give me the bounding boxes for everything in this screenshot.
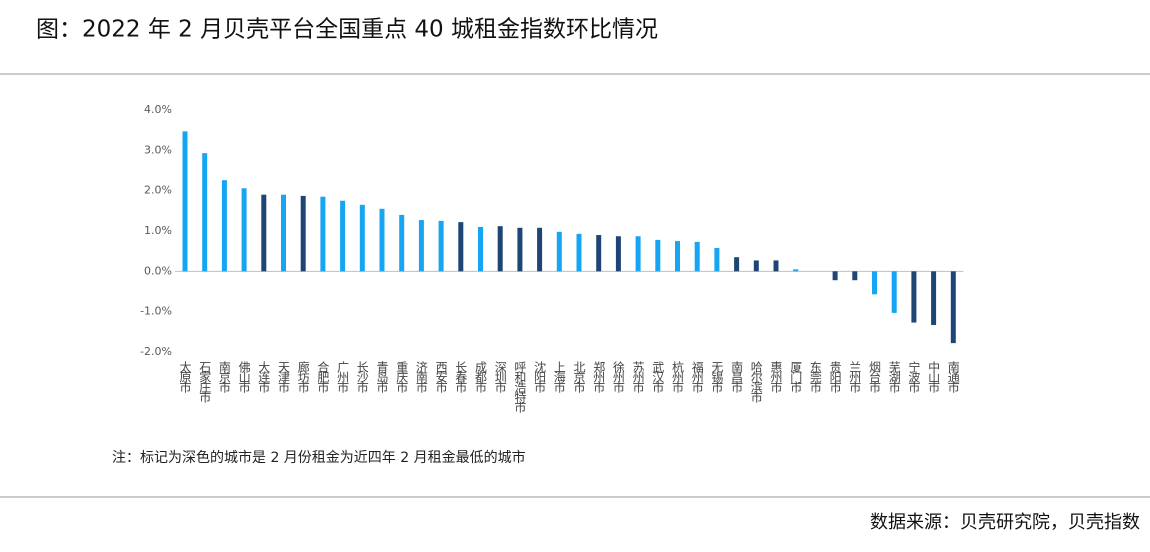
bar <box>359 204 365 272</box>
x-tick-label: 廊坊市 <box>296 360 310 393</box>
x-tick-label: 哈尔滨市 <box>749 361 763 403</box>
bar <box>931 271 937 325</box>
bar <box>832 271 838 281</box>
x-tick-label: 中山市 <box>927 360 941 393</box>
x-tick-label: 北京市 <box>572 361 586 393</box>
x-tick-label: 太原市 <box>178 360 192 393</box>
y-tick-label: 0.0% <box>144 264 172 277</box>
x-tick-label: 徐州市 <box>611 360 625 393</box>
x-tick-label: 成都市 <box>474 361 488 393</box>
x-tick-label: 南通市 <box>946 360 960 393</box>
chart-title: 图：2022 年 2 月贝壳平台全国重点 40 城租金指数环比情况 <box>36 17 658 43</box>
x-tick-label: 青岛市 <box>375 361 389 393</box>
x-tick-label: 福州市 <box>690 360 704 393</box>
bar <box>458 222 464 272</box>
bar <box>852 271 858 281</box>
x-tick-label: 惠州市 <box>769 361 783 393</box>
bar <box>438 220 444 272</box>
x-tick-label: 合肥市 <box>316 360 330 393</box>
x-tick-label: 长春市 <box>454 361 468 393</box>
x-tick-label: 大连市 <box>257 361 271 393</box>
x-tick-label: 宁波市 <box>907 360 921 393</box>
x-tick-label: 南京市 <box>217 360 231 393</box>
x-tick-label: 东莞市 <box>808 361 822 393</box>
y-tick-label: 3.0% <box>144 143 172 156</box>
bar <box>576 233 582 272</box>
bar <box>221 180 227 272</box>
bar <box>241 188 247 272</box>
bar <box>793 269 799 272</box>
bar <box>478 226 483 272</box>
bar <box>182 131 188 272</box>
x-tick-label: 贵阳市 <box>828 361 842 393</box>
x-tick-label: 上海市 <box>552 361 566 393</box>
bar <box>655 239 661 272</box>
bar <box>635 236 641 272</box>
x-tick-label: 无锡市 <box>710 361 724 393</box>
y-tick-label: 4.0% <box>144 103 172 116</box>
x-tick-label: 芜湖市 <box>887 361 901 393</box>
note: 注：标记为深色的城市是 2 月份租金为近四年 2 月租金最低的城市 <box>112 449 526 466</box>
bar <box>517 227 523 272</box>
bar <box>734 257 740 272</box>
bar <box>773 260 779 272</box>
bar <box>399 214 405 272</box>
x-tick-label: 郑州市 <box>592 360 606 393</box>
x-tick-label: 苏州市 <box>631 361 645 393</box>
bar <box>281 194 286 272</box>
x-tick-label: 广州市 <box>336 361 350 393</box>
bar <box>537 227 543 272</box>
bar <box>872 271 877 295</box>
y-tick-label: 1.0% <box>144 224 172 237</box>
y-tick-label: -1.0% <box>140 305 172 318</box>
x-tick-label: 杭州市 <box>671 360 685 393</box>
x-tick-label: 天津市 <box>277 361 291 393</box>
bar <box>694 241 700 272</box>
x-tick-label: 武汉市 <box>651 361 665 393</box>
bar <box>950 271 956 344</box>
bar <box>911 271 917 323</box>
x-tick-label: 兰州市 <box>848 361 862 393</box>
bar <box>714 247 720 272</box>
bar <box>596 235 602 272</box>
x-tick-label: 长沙市 <box>355 361 369 393</box>
bar <box>202 153 208 272</box>
x-tick-label: 烟台市 <box>868 361 882 393</box>
bar <box>261 194 267 272</box>
x-tick-label: 呼和浩特市 <box>513 361 527 413</box>
bar <box>615 236 621 272</box>
x-tick-label: 厦门市 <box>789 361 803 393</box>
source: 数据来源：贝壳研究院，贝壳指数 <box>870 512 1140 533</box>
bar <box>320 196 326 272</box>
x-tick-label: 西安市 <box>434 361 448 393</box>
bar <box>675 241 680 272</box>
bar <box>418 220 424 272</box>
bar <box>753 260 759 272</box>
x-tick-label: 南昌市 <box>730 360 744 393</box>
y-tick-label: -2.0% <box>140 345 172 358</box>
x-tick-label: 济南市 <box>414 360 428 393</box>
bar <box>497 226 503 272</box>
x-tick-label: 重庆市 <box>395 361 409 393</box>
bar <box>340 200 346 272</box>
bar <box>556 231 562 272</box>
bar <box>379 208 385 272</box>
x-tick-label: 沈阳市 <box>533 360 547 393</box>
bar <box>891 271 897 313</box>
y-tick-label: 2.0% <box>144 184 172 197</box>
bar <box>300 195 306 272</box>
x-tick-label: 佛山市 <box>237 361 251 393</box>
x-tick-label: 深圳市 <box>493 361 507 393</box>
x-tick-label: 石家庄市 <box>198 361 212 403</box>
